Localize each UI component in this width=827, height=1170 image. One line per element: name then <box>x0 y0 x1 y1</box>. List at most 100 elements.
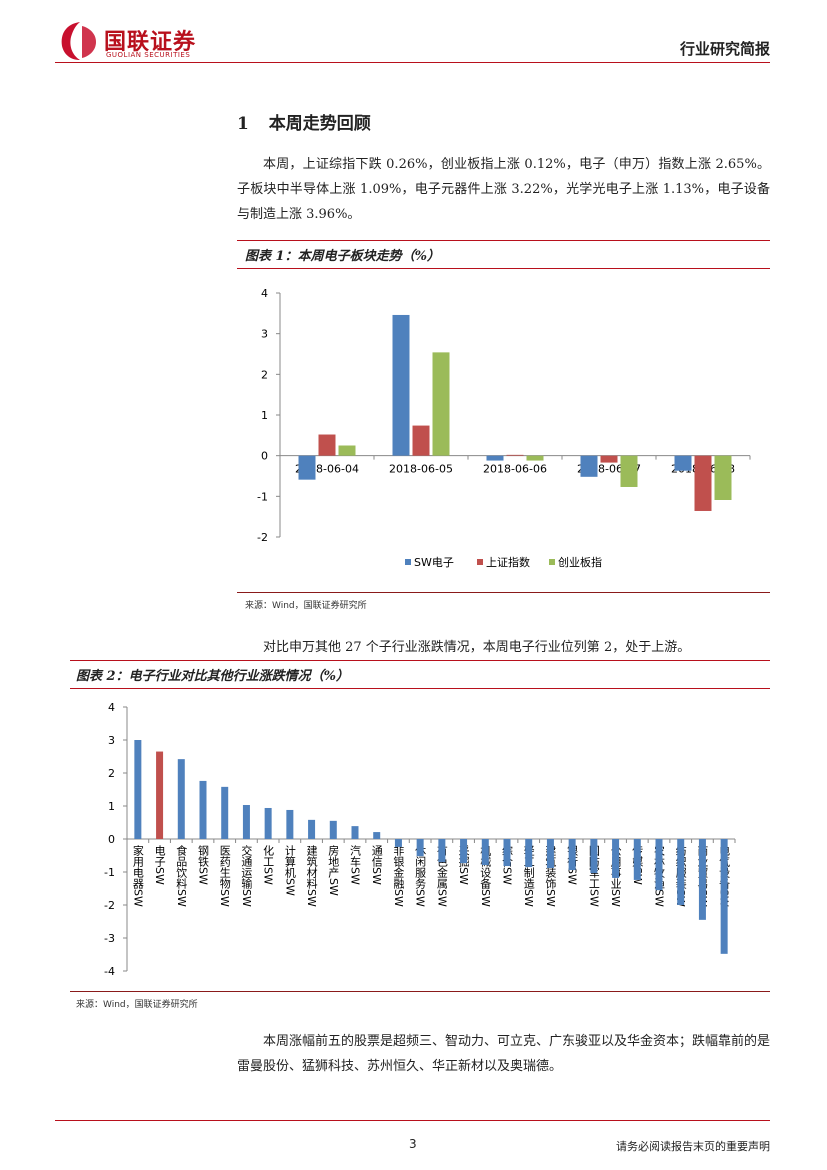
bar <box>526 455 544 461</box>
bar <box>506 454 524 456</box>
bar <box>525 839 533 868</box>
x-tick-label: 计算机SW <box>283 845 296 896</box>
bar <box>221 786 229 839</box>
paragraph: 本周涨幅前五的股票是超频三、智动力、可立克、广东骏亚以及华金资本；跌幅靠前的是雷… <box>237 1034 771 1074</box>
bar <box>329 820 337 839</box>
footer-rule <box>55 1120 770 1121</box>
y-tick-label: 4 <box>261 287 268 300</box>
bar <box>298 455 316 480</box>
x-tick-label: 休闲服务SW <box>414 845 427 907</box>
y-tick-label: 2 <box>261 368 268 381</box>
logo-subtext: GUOLIAN SECURITIES <box>106 51 191 59</box>
bar <box>438 839 446 863</box>
legend-swatch <box>549 559 555 565</box>
figure-rule <box>237 268 770 269</box>
bar <box>674 455 692 471</box>
x-tick-label: 食品饮料SW <box>175 844 188 907</box>
bar <box>714 455 732 500</box>
bar <box>392 314 410 456</box>
bar <box>412 425 430 456</box>
y-tick-label: 3 <box>108 734 115 747</box>
x-tick-label: 非银金融SW <box>392 845 405 907</box>
figure-source: 来源：Wind，国联证券研究所 <box>76 1000 198 1010</box>
bar <box>394 839 402 847</box>
figure-title: 图表 1：本周电子板块走势（%） <box>245 249 440 264</box>
bar <box>373 832 381 839</box>
bar <box>486 455 504 461</box>
y-tick-label: -2 <box>104 899 115 912</box>
bar <box>351 826 359 839</box>
section-number: 1 <box>237 114 249 134</box>
y-tick-label: -1 <box>104 866 115 879</box>
section-heading: 1 本周走势回顾 <box>237 109 371 134</box>
x-tick-label: 2018-06-05 <box>389 463 453 476</box>
bar <box>481 839 489 866</box>
bar <box>318 434 336 456</box>
legend-label: SW电子 <box>414 556 454 569</box>
bar <box>600 455 618 463</box>
bar <box>546 839 554 869</box>
y-tick-label: -3 <box>104 932 115 945</box>
x-tick-label: 医药生物SW <box>218 845 231 907</box>
bar <box>308 819 316 839</box>
bar <box>568 839 576 871</box>
figure-source: 来源：Wind，国联证券研究所 <box>245 601 367 611</box>
y-tick-label: 3 <box>261 328 268 341</box>
legend-label: 上证指数 <box>486 555 530 569</box>
y-tick-label: -4 <box>104 965 115 978</box>
y-tick-label: 4 <box>108 701 115 714</box>
figure-rule <box>70 688 770 689</box>
x-tick-label: 家用电器SW <box>131 844 144 907</box>
y-tick-label: -2 <box>257 531 268 544</box>
y-tick-label: 1 <box>261 409 268 422</box>
bar <box>338 445 356 456</box>
bar <box>580 455 598 477</box>
figure-rule <box>70 991 770 992</box>
x-tick-label: 化工SW <box>262 844 275 885</box>
figure-title: 图表 2：电子行业对比其他行业涨跌情况（%） <box>76 669 349 684</box>
x-tick-label: 房地产SW <box>327 845 340 896</box>
paragraph: 对比申万其他 27 个子行业涨跌情况，本周电子行业位列第 2，处于上游。 <box>263 640 691 655</box>
x-tick-label: 交通运输SW <box>240 844 253 907</box>
paragraph: 本周，上证综指下跌 0.26%，创业板指上涨 0.12%，电子（申万）指数上涨 … <box>237 157 770 222</box>
bar <box>432 352 450 456</box>
y-tick-label: 0 <box>108 833 115 846</box>
figure-rule <box>237 592 770 593</box>
bar <box>177 759 185 839</box>
bar <box>612 839 620 878</box>
figure-rule <box>70 660 770 661</box>
bar <box>242 805 250 839</box>
bar <box>698 839 706 920</box>
y-tick-label: 1 <box>108 800 115 813</box>
legend-label: 创业板指 <box>558 555 602 569</box>
x-tick-label: 钢铁SW <box>197 845 210 885</box>
bar <box>655 839 663 891</box>
bar <box>503 839 511 867</box>
bar <box>460 839 468 864</box>
bar <box>416 839 424 857</box>
logo-text: 国联证券 <box>104 30 197 55</box>
legend-swatch <box>405 559 411 565</box>
x-tick-label: 通信SW <box>370 845 383 885</box>
x-tick-label: 建筑材料SW <box>305 844 318 907</box>
bar <box>264 807 272 839</box>
logo-emblem <box>61 22 96 60</box>
bar <box>286 809 294 839</box>
disclaimer: 请务必阅读报告末页的重要声明 <box>616 1140 770 1153</box>
report-type: 行业研究简报 <box>679 40 770 58</box>
chart: -4 -3 -2 -1 0 1 2 3 4 家用电器SW 电子SW 食品饮料SW 钢铁SW 医药生物SW 交… <box>104 701 736 978</box>
legend-swatch <box>477 559 483 565</box>
bar <box>156 751 164 839</box>
header-rule <box>55 62 770 63</box>
bar <box>199 780 207 839</box>
x-tick-label: 2018-06-06 <box>483 463 547 476</box>
bar <box>677 839 685 905</box>
bar <box>590 839 598 873</box>
x-tick-label: 汽车SW <box>349 844 362 885</box>
bar <box>134 740 142 839</box>
page-number: 3 <box>409 1137 417 1151</box>
bar <box>720 839 728 954</box>
bar <box>633 839 641 880</box>
